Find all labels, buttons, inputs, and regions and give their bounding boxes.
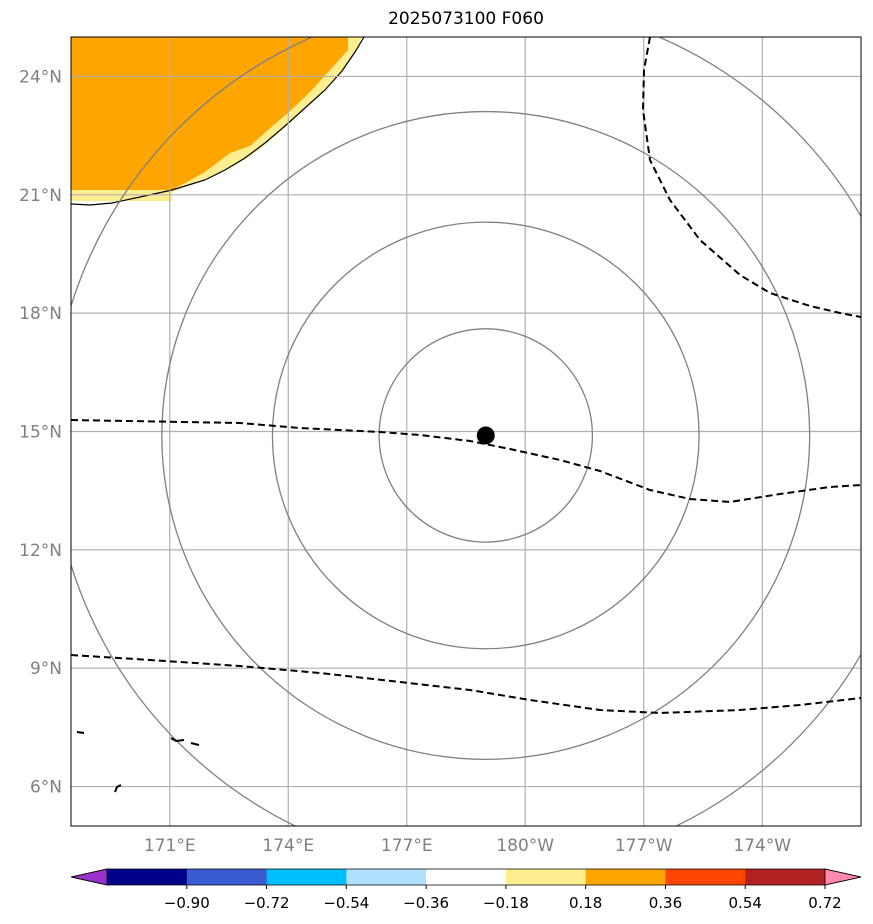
island-3: [114, 784, 122, 793]
longitude-label: 180°W: [496, 836, 554, 856]
island-1: [76, 731, 85, 734]
colorbar-segment: [266, 869, 347, 885]
map-title: 2025073100 F060: [388, 9, 544, 29]
colorbar-segment: [505, 869, 587, 885]
colorbar-tick-label: 0.54: [729, 894, 762, 912]
colorbar-outline: [70, 868, 862, 886]
colorbar-segment: [665, 869, 746, 885]
longitude-label: 177°E: [381, 836, 433, 856]
colorbar-segment: [107, 869, 188, 885]
dashed-contour-9n: [71, 654, 861, 715]
plot-frame: [70, 36, 862, 827]
colorbar-tick-label: −0.54: [323, 894, 369, 912]
dashed-contour-ne: [641, 37, 861, 318]
latitude-label: 12°N: [19, 541, 62, 561]
coastline: [71, 37, 365, 206]
graticule: [71, 37, 861, 826]
latitude-label: 15°N: [19, 423, 62, 443]
colorbar-tick-label: 0.18: [569, 894, 602, 912]
range-ring: [378, 328, 594, 543]
colorbar-tick-label: −0.90: [164, 894, 210, 912]
colorbar: −0.90 −0.72 −0.54 −0.36 −0.18 0.18 0.36 0.54 0.7…: [70, 868, 862, 912]
colorbar-segment: [745, 869, 826, 885]
storm-center-marker[interactable]: [476, 426, 495, 445]
colorbar-segment: [346, 869, 427, 885]
colorbar-segment: [585, 869, 666, 885]
map-plot[interactable]: 24°N 21°N 18°N 15°N 12°N 9°N 6°N 171°E 174°E 177…: [0, 0, 873, 860]
latitude-label: 9°N: [30, 659, 62, 679]
range-rings: [71, 37, 861, 826]
colorbar-extend-low: [70, 868, 108, 886]
shaded-region-inner: [71, 37, 348, 190]
colorbar-tick-label: 0.72: [808, 894, 841, 912]
longitude-label: 177°W: [615, 836, 673, 856]
longitude-label: 171°E: [144, 836, 196, 856]
island-2: [170, 737, 200, 746]
dashed-contour-15n: [71, 419, 861, 504]
range-ring: [271, 221, 700, 650]
range-ring: [161, 110, 811, 760]
longitude-label: 174°E: [262, 836, 314, 856]
latitude-label: 24°N: [19, 67, 62, 87]
colorbar-tick-label: 0.36: [649, 894, 682, 912]
colorbar-segment: [426, 869, 507, 885]
colorbar-tick-label: −0.36: [403, 894, 449, 912]
latitude-label: 18°N: [19, 304, 62, 324]
colorbar-tick-label: −0.72: [244, 894, 290, 912]
colorbar-tick-label: −0.18: [483, 894, 529, 912]
longitude-labels: 171°E 174°E 177°E 180°W 177°W 174°W: [144, 836, 791, 856]
colorbar-segment: [186, 869, 268, 885]
latitude-label: 21°N: [19, 186, 62, 206]
longitude-label: 174°W: [733, 836, 791, 856]
latitude-labels: 24°N 21°N 18°N 15°N 12°N 9°N 6°N: [19, 67, 62, 797]
colorbar-extend-high: [824, 868, 862, 886]
latitude-label: 6°N: [30, 778, 62, 798]
